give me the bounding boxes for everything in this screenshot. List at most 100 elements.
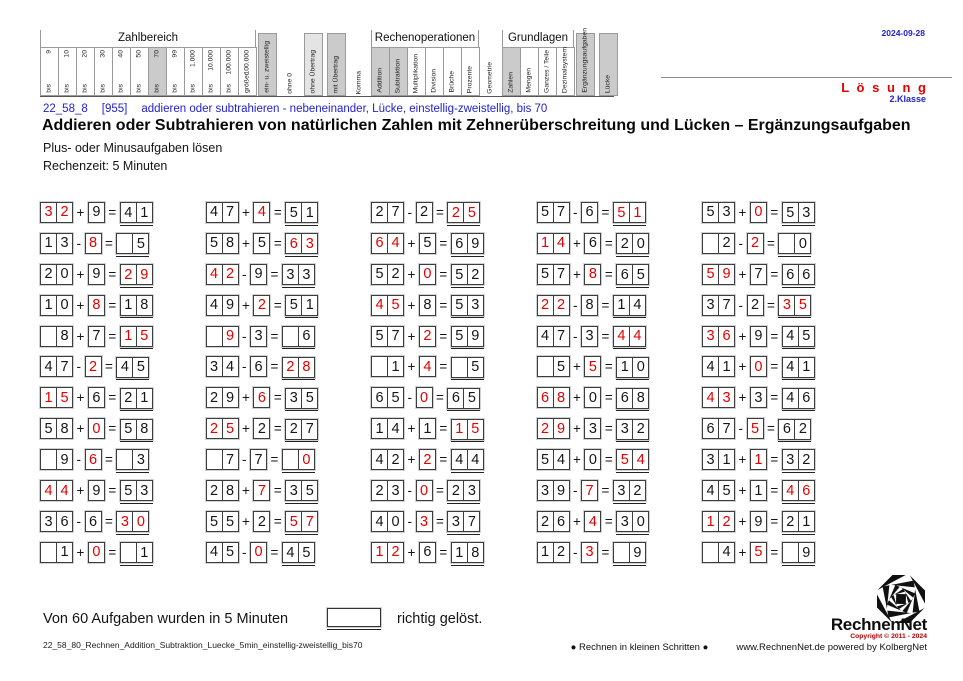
equals-sign: = xyxy=(273,297,282,313)
problem: 3 6 +9 = 4 5 xyxy=(702,321,868,352)
digit-box: 9 xyxy=(87,480,105,502)
digit-box: 2 xyxy=(253,418,271,440)
equals-sign: = xyxy=(439,421,448,437)
digit-box: 9 xyxy=(87,263,105,285)
digit-box: 0 xyxy=(415,480,433,502)
digit-box: 4 xyxy=(702,541,735,563)
operator: + xyxy=(242,235,250,251)
digit-box: 3 xyxy=(250,325,267,347)
digit-cell: 3 xyxy=(466,294,484,316)
header-cell: Prozente xyxy=(461,47,480,96)
operator: + xyxy=(407,235,416,251)
digit-cell: 2 xyxy=(552,541,570,563)
digit-box: 3 xyxy=(581,541,598,563)
equals-sign: = xyxy=(604,421,613,437)
digit-cell xyxy=(40,449,57,471)
digit-cell: 6 xyxy=(87,387,105,409)
digit-box: 1 xyxy=(749,449,767,471)
operator: + xyxy=(738,328,747,344)
operator: + xyxy=(242,297,250,313)
digit-cell: 6 xyxy=(778,418,796,440)
digit-cell: 5 xyxy=(466,356,484,378)
digit-cell xyxy=(205,449,223,471)
digit-cell: 7 xyxy=(552,263,570,285)
digit-cell: 4 xyxy=(628,325,646,347)
digit-cell: 5 xyxy=(135,325,153,347)
digit-box: 1 xyxy=(40,541,73,563)
header-cell: Ganzes / Teile xyxy=(538,47,557,96)
digit-box: 2 xyxy=(746,294,764,316)
equals-sign: = xyxy=(108,297,117,313)
digit-cell: 1 xyxy=(718,449,735,471)
digit-cell: 5 xyxy=(746,418,764,440)
equals-sign: = xyxy=(108,544,117,560)
digit-box: 0 xyxy=(87,541,105,563)
digit-cell: 4 xyxy=(205,201,223,223)
problem: 2 7-2 = 2 5 xyxy=(371,197,537,228)
digit-box: 0 xyxy=(584,449,602,471)
header-cell: Komma xyxy=(350,33,369,96)
digit-cell: 5 xyxy=(463,387,481,409)
digit-cell: 5 xyxy=(466,418,484,440)
digit-box: 3 xyxy=(749,387,767,409)
header-cell-label: Addition xyxy=(376,68,384,93)
digit-cell: 2 xyxy=(119,387,137,409)
header-cell-label: bis xyxy=(207,84,215,93)
worksheet-code: [955] xyxy=(101,103,128,115)
digit-box: 6 xyxy=(250,356,267,378)
subtitle: Plus- oder Minusaufgaben lösen xyxy=(43,141,223,155)
header-cell-label: bis xyxy=(171,84,179,93)
header-cell-label: bis xyxy=(63,84,71,93)
digit-cell: 7 xyxy=(301,418,319,440)
rechnennet-logo-icon xyxy=(868,566,934,632)
digit-cell: 5 xyxy=(450,325,468,347)
digit-cell: 3 xyxy=(778,294,796,316)
digit-cell: 0 xyxy=(794,233,812,255)
digit-cell xyxy=(281,325,299,347)
digit-cell: 1 xyxy=(616,356,634,378)
right-divider xyxy=(661,77,952,78)
digit-cell: 9 xyxy=(221,325,239,347)
digit-box: 0 xyxy=(749,356,767,378)
digit-cell: 2 xyxy=(718,232,735,254)
digit-box: 9 xyxy=(749,325,767,347)
equals-sign: = xyxy=(436,390,444,406)
equals-sign: = xyxy=(604,452,613,468)
digit-cell: 5 xyxy=(56,387,73,409)
operator: + xyxy=(242,204,250,220)
digit-cell: 7 xyxy=(301,511,319,533)
digit-box: 6 xyxy=(253,387,271,409)
operator: - xyxy=(76,359,82,375)
digit-cell: 1 xyxy=(40,294,57,316)
digit-cell: 4 xyxy=(371,511,388,533)
digit-box: 1 xyxy=(119,542,153,564)
operator: - xyxy=(407,204,413,220)
equals-sign: = xyxy=(105,452,113,468)
digit-cell: 6 xyxy=(616,387,634,409)
digit-cell: 2 xyxy=(447,480,465,502)
digit-cell: 2 xyxy=(415,201,433,223)
digit-cell: 4 xyxy=(387,232,404,254)
problem: 4 7-3 = 4 4 xyxy=(536,321,703,352)
operator: - xyxy=(738,421,744,437)
digit-cell: 0 xyxy=(584,449,602,471)
worksheet-meta-line: 22_58_8 [955] addieren oder subtrahieren -… xyxy=(43,103,561,115)
